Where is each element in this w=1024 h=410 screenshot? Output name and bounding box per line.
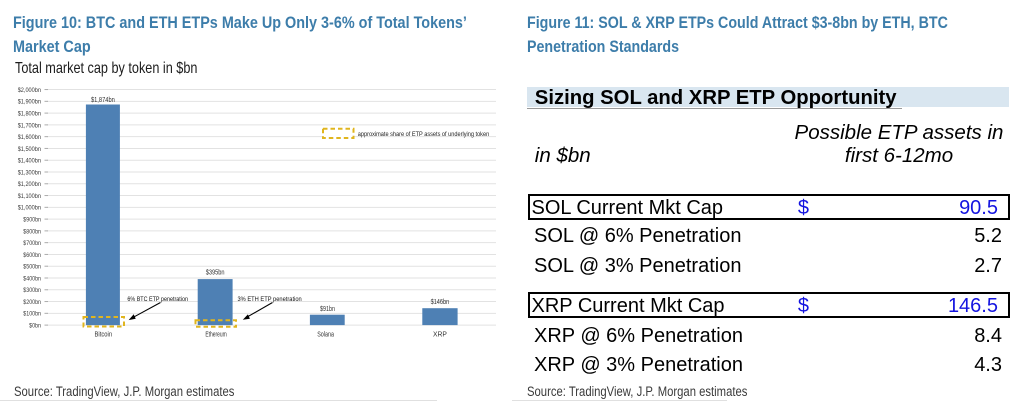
svg-text:$200bn: $200bn [23,299,41,306]
svg-text:$900bn: $900bn [23,217,41,224]
svg-text:6% BTC ETP penetration: 6% BTC ETP penetration [127,296,188,303]
svg-text:Ethereum: Ethereum [205,332,227,339]
svg-text:approximate share of ETP asset: approximate share of ETP assets of under… [358,131,490,138]
svg-text:$395bn: $395bn [206,269,225,276]
svg-text:$1,874bn: $1,874bn [91,97,115,104]
svg-text:XRP: XRP [433,332,447,339]
svg-text:$1,800bn: $1,800bn [18,111,41,118]
svg-text:Bitcoin: Bitcoin [95,332,113,339]
svg-text:$1,700bn: $1,700bn [18,122,41,129]
svg-text:$1,100bn: $1,100bn [18,193,41,200]
svg-text:$500bn: $500bn [23,264,41,271]
svg-text:$400bn: $400bn [23,275,41,282]
svg-text:$300bn: $300bn [23,287,41,294]
svg-text:Solana: Solana [317,332,334,339]
svg-text:$1,200bn: $1,200bn [18,181,41,188]
svg-text:$91bn: $91bn [320,306,335,313]
svg-text:$0bn: $0bn [29,323,41,330]
svg-text:$1,900bn: $1,900bn [18,99,41,106]
svg-text:3% ETH ETP penetration: 3% ETH ETP penetration [238,296,302,303]
svg-text:$100bn: $100bn [23,311,41,318]
svg-text:$1,500bn: $1,500bn [18,146,41,153]
svg-text:$2,000bn: $2,000bn [18,87,41,94]
svg-text:$1,000bn: $1,000bn [18,205,41,212]
svg-text:$146bn: $146bn [431,299,450,306]
svg-text:$800bn: $800bn [23,228,41,235]
svg-text:$600bn: $600bn [23,252,41,259]
svg-text:$1,400bn: $1,400bn [18,158,41,165]
svg-text:$1,600bn: $1,600bn [18,134,41,141]
svg-text:$700bn: $700bn [23,240,41,247]
svg-text:$1,300bn: $1,300bn [18,169,41,176]
